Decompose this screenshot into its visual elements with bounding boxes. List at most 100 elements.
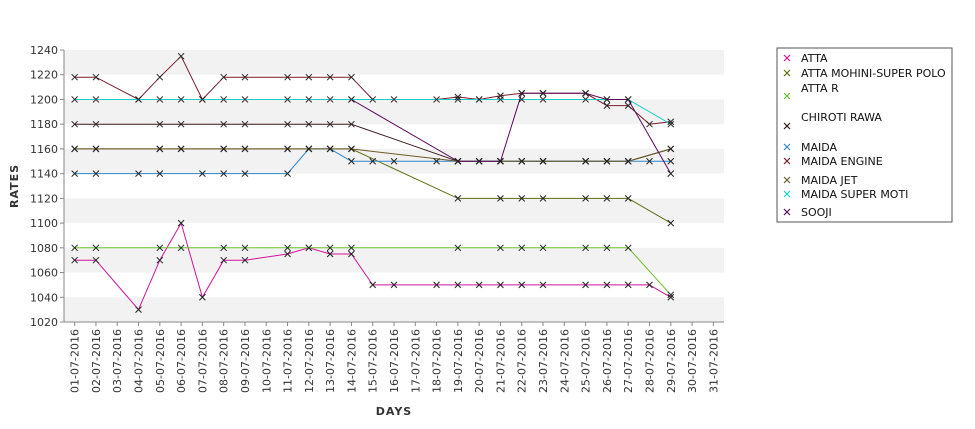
data-point-marker xyxy=(582,89,589,97)
data-point-marker xyxy=(624,96,632,103)
data-point-marker xyxy=(497,281,504,289)
data-point-marker xyxy=(603,281,611,289)
data-point-marker xyxy=(241,120,249,128)
data-point-marker xyxy=(177,120,185,128)
grid-band xyxy=(64,50,724,75)
data-point-marker xyxy=(284,120,291,128)
legend-label: MAIDA JET xyxy=(801,174,858,187)
x-tick-label: 14-07-2016 xyxy=(345,329,358,393)
y-tick-label: 1140 xyxy=(30,168,58,181)
x-tick-label: 28-07-2016 xyxy=(643,329,656,393)
x-axis-title: DAYS xyxy=(376,405,412,418)
data-point-marker xyxy=(156,170,164,177)
data-point-marker xyxy=(177,244,185,252)
data-point-marker xyxy=(71,145,78,153)
data-point-marker xyxy=(582,157,589,165)
data-point-marker xyxy=(220,145,228,153)
data-point-marker xyxy=(667,145,675,153)
grid-band xyxy=(64,198,724,224)
data-point-marker xyxy=(92,145,100,153)
grid-band xyxy=(64,297,724,322)
data-point-marker xyxy=(71,256,78,264)
data-point-marker xyxy=(326,244,334,252)
x-tick-label: 06-07-2016 xyxy=(175,329,188,393)
data-point-marker xyxy=(667,170,675,177)
data-point-marker xyxy=(305,120,313,128)
x-tick-label: 24-07-2016 xyxy=(558,329,571,393)
x-tick-label: 12-07-2016 xyxy=(303,329,316,393)
x-tick-label: 25-07-2016 xyxy=(580,329,593,393)
y-tick-label: 1160 xyxy=(30,143,58,156)
x-tick-label: 10-07-2016 xyxy=(260,329,273,393)
legend-marker xyxy=(783,190,791,198)
data-point-marker xyxy=(284,96,291,103)
data-point-marker xyxy=(92,244,100,252)
data-point-marker xyxy=(199,170,206,177)
data-point-marker xyxy=(348,120,355,128)
y-axis-title: RATES xyxy=(8,164,21,208)
data-point-marker xyxy=(135,170,142,177)
data-point-marker xyxy=(582,96,589,103)
data-point-marker xyxy=(646,157,653,165)
data-point-marker xyxy=(326,73,334,81)
data-point-marker xyxy=(177,96,185,103)
data-point-marker xyxy=(433,96,440,103)
data-point-marker xyxy=(220,120,228,128)
data-point-marker xyxy=(241,244,249,252)
x-tick-label: 03-07-2016 xyxy=(111,329,124,393)
y-tick-label: 1100 xyxy=(30,217,58,230)
data-point-marker xyxy=(305,244,313,252)
data-point-marker xyxy=(646,120,653,128)
data-point-marker xyxy=(624,244,632,252)
data-point-marker xyxy=(454,93,462,101)
x-tick-label: 29-07-2016 xyxy=(665,329,678,393)
data-point-marker xyxy=(497,195,504,202)
data-point-marker xyxy=(539,195,547,202)
y-tick-label: 1060 xyxy=(30,267,58,280)
legend-marker xyxy=(783,122,791,130)
data-point-marker xyxy=(71,120,78,128)
data-point-marker xyxy=(305,145,313,153)
legend-box xyxy=(776,47,953,223)
data-point-marker xyxy=(220,256,228,264)
data-point-marker xyxy=(518,157,526,165)
data-point-marker xyxy=(284,170,291,177)
x-tick-label: 04-07-2016 xyxy=(133,329,146,393)
data-point-marker xyxy=(241,96,249,103)
data-point-marker xyxy=(135,96,142,103)
legend-label: MAIDA xyxy=(801,141,838,154)
y-tick-label: 1220 xyxy=(30,69,58,82)
data-point-marker xyxy=(646,281,653,289)
data-point-marker xyxy=(348,145,355,153)
data-point-marker xyxy=(241,170,249,177)
series-line xyxy=(74,247,672,296)
data-point-marker xyxy=(220,244,228,252)
data-point-marker xyxy=(156,96,164,103)
data-point-marker xyxy=(539,96,547,103)
data-point-marker xyxy=(71,96,78,103)
legend-label: ATTA MOHINI-SUPER POLO xyxy=(801,67,946,80)
data-point-marker xyxy=(92,256,100,264)
legend: ATTA ATTA MOHINI-SUPER POLO ATTA R CHIROTI … xyxy=(776,47,953,223)
data-point-marker xyxy=(667,291,675,299)
data-point-marker xyxy=(220,73,228,81)
y-axis-ticks: 1020 1040 1060 1080 1100 1120 1140 1160 1180 1200… xyxy=(30,44,64,329)
data-point-marker xyxy=(603,96,611,103)
data-point-marker xyxy=(518,195,526,202)
data-point-marker xyxy=(433,157,440,165)
data-point-marker xyxy=(539,281,547,289)
data-point-marker xyxy=(603,244,611,252)
series-line xyxy=(351,92,672,174)
data-point-marker xyxy=(624,157,632,165)
x-tick-label: 02-07-2016 xyxy=(90,329,103,393)
data-point-marker xyxy=(603,102,611,109)
data-point-marker xyxy=(199,293,206,301)
legend-marker xyxy=(783,208,791,216)
legend-label: MAIDA ENGINE xyxy=(801,155,883,168)
data-point-marker xyxy=(92,120,100,128)
data-point-marker xyxy=(92,73,100,81)
data-point-marker xyxy=(603,195,611,202)
y-tick-label: 1200 xyxy=(30,93,58,106)
data-point-marker xyxy=(624,195,632,202)
data-point-marker xyxy=(156,120,164,128)
